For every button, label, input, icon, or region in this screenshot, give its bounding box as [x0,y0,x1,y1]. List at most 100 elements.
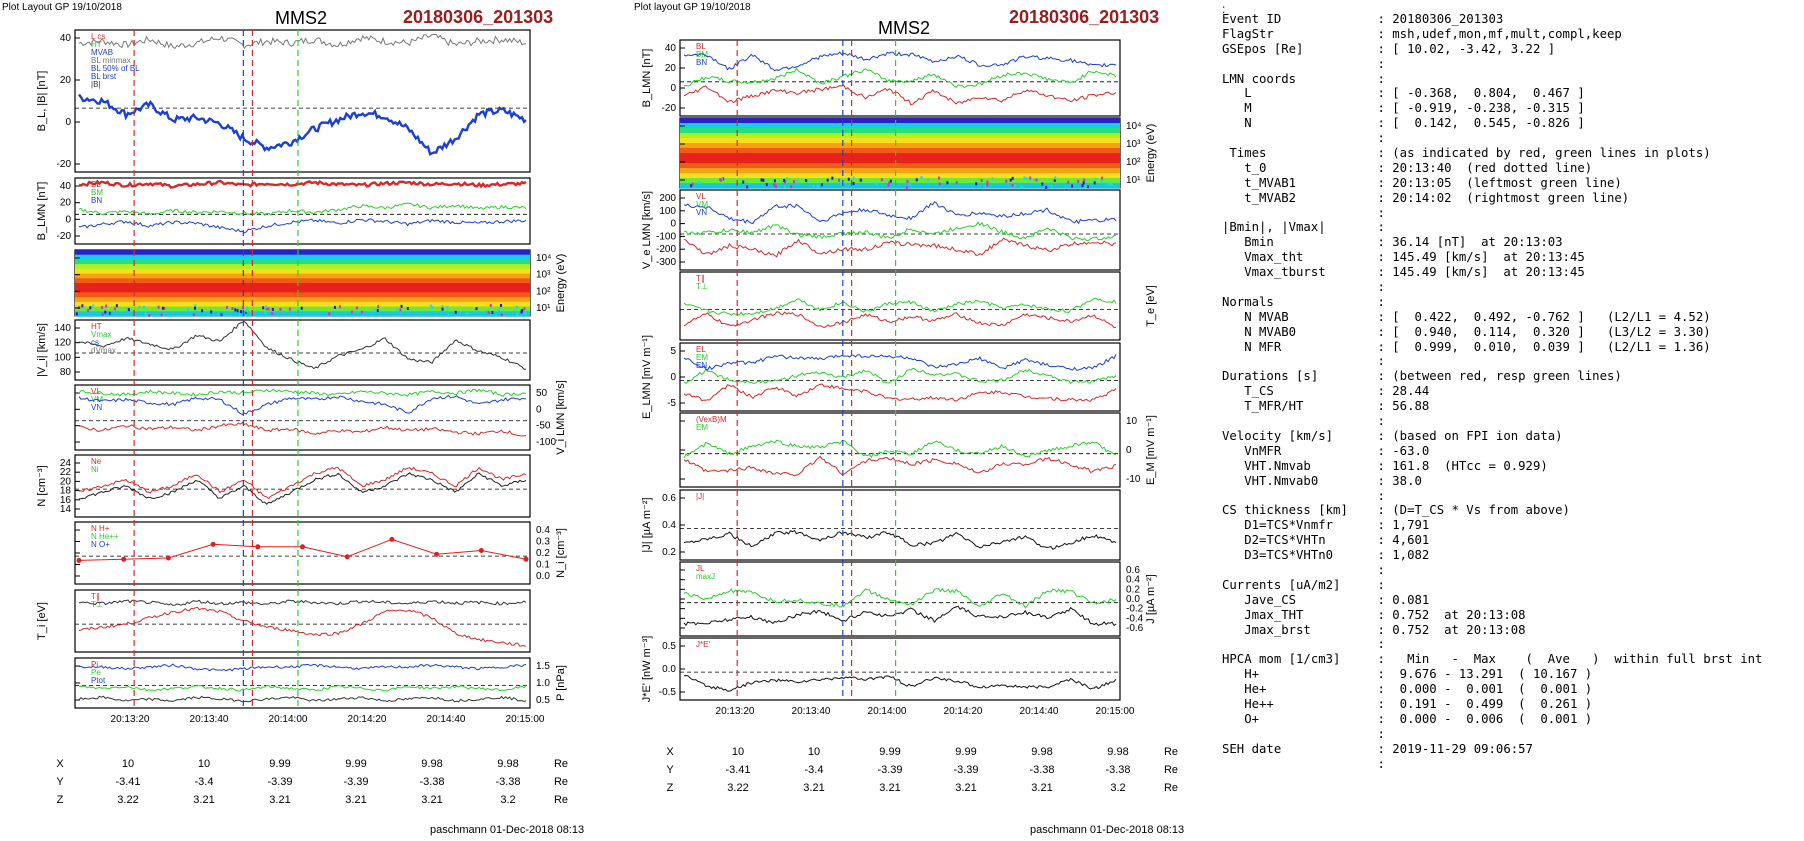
spectrogram-band [75,254,530,260]
spectrogram-noise [1093,181,1096,185]
spectrogram-band [75,250,530,256]
summary-line: VHT.Nmvab0 : 38.0 [1222,473,1422,488]
summary-line: He++ : 0.191 - 0.499 ( 0.261 ) [1222,696,1593,711]
spectrogram-noise [377,305,380,309]
spectrogram-noise [298,307,301,311]
spectrogram-noise [497,307,500,311]
y-tick-label: 0.4 [1126,575,1140,586]
summary-line: Currents [uA/m2] : [1222,577,1385,592]
spectrogram-band [680,138,1120,144]
spectrogram-noise [991,177,994,181]
spectrogram-noise [1082,181,1085,185]
summary-line: Jmax_THT : 0.752 at 20:13:08 [1222,607,1526,622]
y-tick-label: 0.4 [536,525,550,536]
summary-line: Event ID : 20180306_201303 [1222,12,1504,26]
position-cell: 9.98 [497,758,519,770]
spectrogram-noise [773,179,776,183]
legend-entry: MVAB [91,48,113,57]
spectrogram-noise [1045,185,1048,189]
spectrogram-noise [333,305,336,309]
panel: 0.5 0.0 -0.5 J*E' [nW m⁻³] J*E' [641,636,1121,702]
spectrogram-noise [920,176,923,180]
y-tick-label: 0.0 [1126,594,1140,605]
position-cell: Y [666,764,674,776]
summary-line: Jmax_brst : 0.752 at 20:13:08 [1222,622,1526,637]
series-line [78,421,527,437]
summary-line: N MVAB : [ 0.422, 0.492, -0.762 ] (L2/L1… [1222,309,1711,324]
position-cell: Re [1163,764,1179,776]
spectrogram-noise [78,305,81,309]
legend-entry: T∥ [91,592,100,601]
y-tick-label: 18 [60,486,72,497]
y-tick-label: 80 [60,367,72,378]
x-tick-label: 20:14:00 [868,706,907,717]
spectrogram-noise [475,307,478,311]
spectrogram-noise [245,309,248,313]
spectrogram-noise [447,313,450,317]
spectrogram-noise [231,307,234,311]
series-line [683,201,1117,225]
spectrogram-noise [376,309,379,313]
mid-footer: paschmann 01-Dec-2018 08:13 [1030,824,1185,836]
position-cell: 3.21 [803,782,825,794]
y-axis-label: J [µA m⁻²] [1145,574,1157,623]
spectrogram-noise [441,307,444,311]
spectrogram-noise [104,310,107,314]
spectrogram-noise [1100,180,1103,184]
legend-entry: HT [91,322,102,331]
y-tick-label: 10 [1126,416,1138,427]
legend-entry: J*E' [696,640,710,649]
spectrogram-noise [234,308,237,312]
y-tick-label: 20 [60,198,72,209]
y-tick-label: 0.3 [536,537,550,548]
y-tick-label: 100 [659,206,676,217]
summary-line: : [1222,131,1385,146]
position-cell: 9.99 [345,758,367,770]
spectrogram-noise [1035,178,1038,182]
summary-line: Bmin : 36.14 [nT] at 20:13:03 [1222,235,1563,250]
y-tick-label: 0 [536,404,542,415]
y-tick-label: -20 [57,159,72,170]
legend-entry: (VexB)M [696,415,727,424]
panel: T_i [eV] T∥T⊥ [36,589,531,653]
spectrogram-noise [300,306,303,310]
summary-line: N MFR : [ 0.999, 0.010, 0.039 ] (L2/L1 =… [1222,339,1711,354]
position-row-z: Z 3.22 3.21 3.21 3.21 3.21 3.2 Re [30,794,576,806]
panel-frame [74,454,531,518]
summary-line: Times : (as indicated by red, green line… [1222,146,1711,161]
spectrogram-noise [790,185,793,189]
legend-entry: |J| [696,492,704,501]
series-line [78,695,527,703]
position-cell: 3.21 [1031,782,1053,794]
series-line [683,675,1117,692]
x-tick-label: 20:13:40 [190,714,229,725]
legend-entry: N H+ [91,524,110,533]
x-tick-label: 20:14:40 [427,714,466,725]
spectrogram-noise [454,310,457,314]
y-axis-label: B_L, |B| [nT] [36,71,48,132]
position-cell: -3.4 [194,776,214,788]
spectrogram-noise [138,305,141,309]
spectrogram-noise [500,304,503,308]
position-cell: 10 [121,758,135,770]
y-axis-label: T_e [eV] [1145,285,1157,327]
spectrogram-noise [241,306,244,310]
spectrogram-band [680,168,1120,174]
x-tick-label: 20:14:00 [269,714,308,725]
position-cell: 3.21 [269,794,291,806]
spectrogram-noise [1110,182,1113,186]
spectrogram-noise [1101,176,1104,180]
panel-frame [74,521,531,585]
series-line [78,599,527,606]
spectrogram-noise [1077,179,1080,183]
summary-line: D2=TCS*VHTn : 4,601 [1222,533,1430,548]
data-point [121,556,127,562]
panel-frame [74,319,531,381]
panel-frame [679,39,1121,117]
spectrogram-band [680,133,1120,139]
position-cell: 3.2 [500,794,516,806]
spectrogram-noise [350,310,353,314]
position-cell: Re [553,758,569,770]
position-cell: 9.99 [879,746,901,758]
